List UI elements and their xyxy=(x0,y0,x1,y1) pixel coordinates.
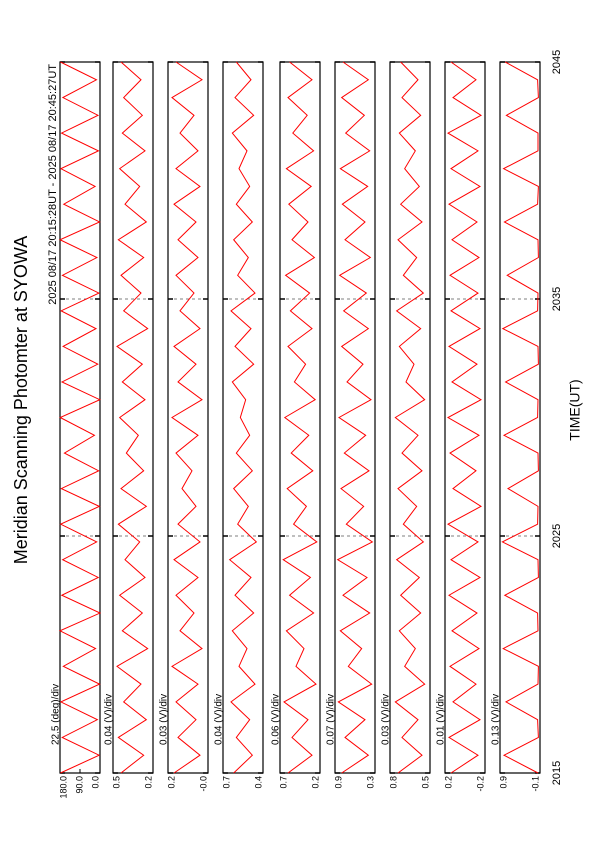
y-tick-label: -0.0 xyxy=(198,776,208,792)
signal-line xyxy=(336,61,374,774)
panel-scale-label: 0.04 (V)/div xyxy=(104,694,115,745)
signal-line xyxy=(228,61,258,774)
y-tick-label: 0.4 xyxy=(253,776,263,789)
y-tick-label: 180.0 xyxy=(58,776,68,799)
panel-scale-label: 0.04 (V)/div xyxy=(214,694,225,745)
x-tick-label: 2035 xyxy=(551,287,563,311)
panel-scale-label: 0.13 (V)/div xyxy=(491,694,502,745)
chart-subtitle: 2025 08/17 20:15:28UT - 2025 08/17 20:45… xyxy=(47,64,59,305)
y-tick-label: 0.2 xyxy=(443,776,453,789)
signal-line xyxy=(116,61,149,774)
y-tick-label: 0.2 xyxy=(143,776,153,789)
y-tick-label: 0.5 xyxy=(111,776,121,789)
y-tick-label: -0.2 xyxy=(475,776,485,792)
panel-frame xyxy=(499,61,541,774)
y-tick-label: 0.2 xyxy=(310,776,320,789)
panel-scale-label: 0.03 (V)/div xyxy=(159,694,170,745)
panel-frame xyxy=(59,61,101,774)
signal-line xyxy=(58,61,102,774)
x-tick-label: 2015 xyxy=(551,761,563,785)
y-tick-label: 90.0 xyxy=(74,776,84,794)
panel-frame xyxy=(167,61,209,774)
y-tick-label: 0.5 xyxy=(420,776,430,789)
y-tick-label: 0.7 xyxy=(221,776,231,789)
rotated-chart: Meridian Scanning Photomter at SYOWA 202… xyxy=(11,50,583,799)
y-tick-label: 0.9 xyxy=(498,776,508,789)
signal-line xyxy=(394,61,426,774)
y-tick-label: 0.0 xyxy=(90,776,100,789)
y-tick-label: -0.1 xyxy=(530,776,540,792)
panel-scale-label: 0.03 (V)/div xyxy=(381,694,392,745)
panel-scale-label: 22.5 (deg)/div xyxy=(51,684,62,745)
panel-scale-label: 0.06 (V)/div xyxy=(271,694,282,745)
panel-frame xyxy=(222,61,264,774)
y-tick-label: 0.9 xyxy=(333,776,343,789)
y-tick-label: 0.7 xyxy=(278,776,288,789)
x-axis-label: TIME(UT) xyxy=(567,379,583,440)
y-tick-label: 0.2 xyxy=(166,776,176,789)
signal-line xyxy=(282,61,318,774)
signal-line xyxy=(501,61,539,774)
signal-line xyxy=(171,61,203,774)
x-tick-label: 2045 xyxy=(551,50,563,74)
chart-title: Meridian Scanning Photomter at SYOWA xyxy=(11,236,31,564)
signal-line xyxy=(446,61,483,774)
panel-scale-label: 0.07 (V)/div xyxy=(326,694,337,745)
panel-scale-label: 0.01 (V)/div xyxy=(436,694,447,745)
y-tick-label: 0.3 xyxy=(365,776,375,789)
x-tick-label: 2025 xyxy=(551,524,563,548)
y-tick-label: 0.8 xyxy=(388,776,398,789)
